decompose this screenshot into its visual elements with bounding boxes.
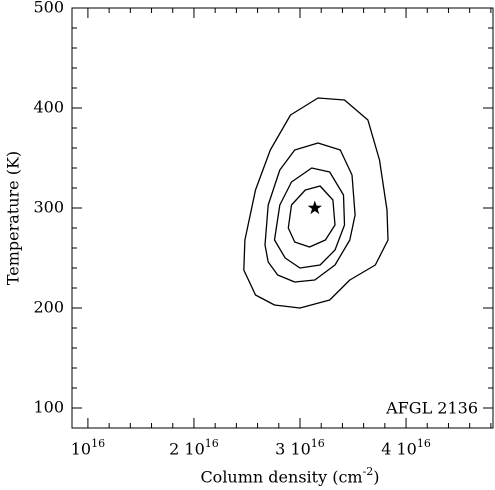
contour-line <box>273 167 346 269</box>
contour-line <box>287 185 336 248</box>
x-tick-label: 2 1016 <box>169 437 219 459</box>
x-tick-label: 4 1016 <box>381 437 431 459</box>
y-tick-label: 400 <box>33 98 64 117</box>
y-tick-label: 300 <box>33 198 64 217</box>
y-tick-label: 500 <box>33 0 64 17</box>
best-fit-star <box>307 200 322 215</box>
x-tick-label: 3 1016 <box>275 437 325 459</box>
plot-frame <box>71 7 494 429</box>
x-axis-label: Column density (cm-2) <box>200 465 379 487</box>
y-tick-label: 100 <box>33 398 64 417</box>
x-tick-label: 1016 <box>71 437 105 459</box>
y-axis-label: Temperature (K) <box>4 151 23 285</box>
contour-line <box>264 142 356 283</box>
y-tick-label: 200 <box>33 298 64 317</box>
annotation: AFGL 2136 <box>385 399 478 418</box>
contour-line <box>243 97 389 309</box>
